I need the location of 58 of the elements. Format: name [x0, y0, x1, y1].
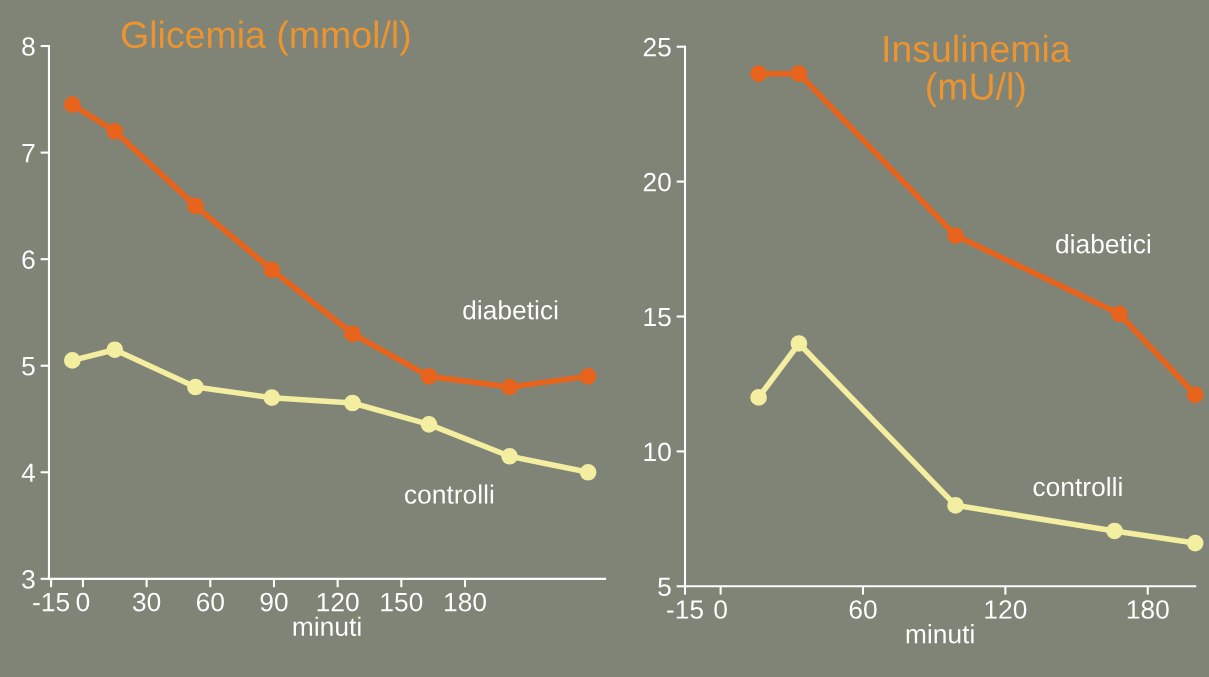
point [344, 325, 361, 343]
x-tick-label: 90 [260, 592, 288, 612]
y-tick-label: 8 [22, 37, 35, 56]
point [344, 394, 361, 412]
point [263, 261, 281, 279]
point [947, 497, 964, 514]
point [106, 122, 124, 140]
y-tick-label: 10 [644, 442, 671, 462]
point [501, 378, 518, 396]
x-tick-label: 150 [381, 592, 423, 612]
y-tick-label: 20 [643, 172, 671, 192]
x-axis-title: minuti [293, 616, 361, 637]
x-tick-label: 0 [714, 600, 727, 619]
point [1186, 534, 1204, 552]
x-tick-label: 60 [196, 592, 224, 612]
point [187, 197, 204, 215]
x-tick-label: 60 [849, 600, 877, 619]
x-tick-label: 120 [985, 600, 1027, 619]
point [420, 415, 438, 433]
point [501, 447, 518, 465]
x-tick-label: 120 [317, 592, 359, 612]
annotation: diabetici [1056, 234, 1151, 254]
point [947, 227, 964, 244]
point [263, 389, 281, 407]
y-tick-label: 6 [22, 250, 35, 269]
chart-title: Glicemia (mmol/l) [121, 20, 410, 56]
point [1186, 386, 1204, 404]
point [750, 389, 767, 406]
annotation: controlli [1033, 476, 1122, 497]
x-tick-label: 30 [132, 592, 161, 612]
y-tick-label: 15 [644, 307, 671, 327]
point [790, 65, 808, 83]
x-tick-label: 0 [76, 592, 90, 612]
y-tick-label: 4 [21, 463, 35, 482]
y-tick-label: 7 [22, 144, 35, 163]
x-tick-label: 180 [1127, 600, 1169, 619]
point [790, 335, 808, 352]
point [750, 65, 767, 83]
x-tick-label: -15 [667, 600, 703, 619]
x-tick-label: 180 [445, 592, 486, 612]
point [1106, 522, 1123, 540]
x-axis-title: minuti [906, 624, 974, 644]
y-tick-label: 5 [22, 357, 35, 376]
point [579, 463, 597, 481]
point [420, 368, 438, 385]
annotation: controlli [405, 484, 494, 504]
point [1110, 305, 1128, 323]
point [106, 341, 124, 359]
annotation: diabetici [463, 300, 558, 320]
point [187, 378, 204, 396]
point [63, 352, 81, 369]
point [63, 96, 81, 113]
chart-title: Insulinemia (mU/l) [884, 34, 1071, 108]
x-tick-label: -15 [33, 593, 70, 612]
y-tick-label: 3 [22, 569, 35, 589]
point [579, 368, 597, 385]
y-tick-label: 25 [643, 37, 671, 57]
y-tick-label: 5 [658, 577, 671, 597]
